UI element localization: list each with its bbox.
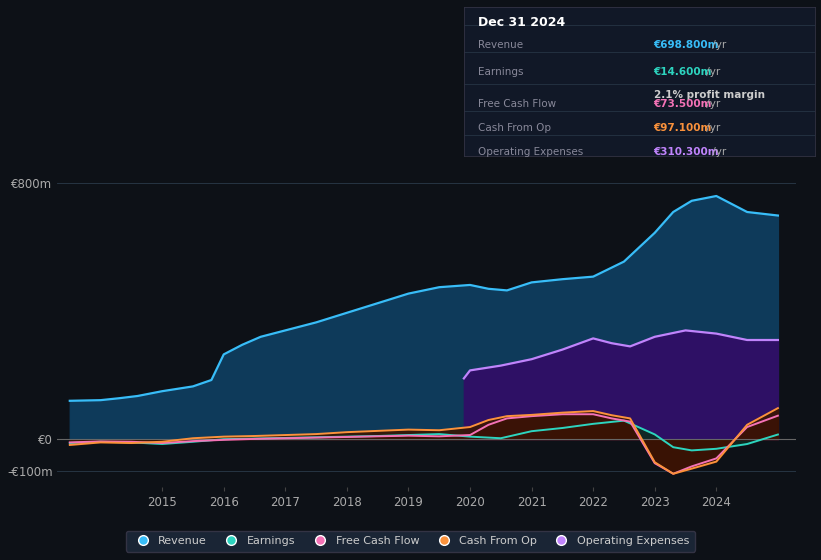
Text: Earnings: Earnings: [478, 67, 524, 77]
Text: /yr: /yr: [703, 123, 720, 133]
Text: /yr: /yr: [709, 147, 727, 157]
Text: Cash From Op: Cash From Op: [478, 123, 551, 133]
Text: /yr: /yr: [709, 40, 727, 50]
Text: €73.500m: €73.500m: [654, 99, 712, 109]
Text: Revenue: Revenue: [478, 40, 523, 50]
Text: €14.600m: €14.600m: [654, 67, 712, 77]
Text: €698.800m: €698.800m: [654, 40, 719, 50]
Legend: Revenue, Earnings, Free Cash Flow, Cash From Op, Operating Expenses: Revenue, Earnings, Free Cash Flow, Cash …: [126, 530, 695, 552]
Text: Operating Expenses: Operating Expenses: [478, 147, 583, 157]
Text: /yr: /yr: [703, 99, 720, 109]
Text: €310.300m: €310.300m: [654, 147, 719, 157]
Text: €97.100m: €97.100m: [654, 123, 712, 133]
Text: Free Cash Flow: Free Cash Flow: [478, 99, 556, 109]
Text: Dec 31 2024: Dec 31 2024: [478, 16, 565, 29]
Text: /yr: /yr: [703, 67, 720, 77]
Text: 2.1% profit margin: 2.1% profit margin: [654, 90, 764, 100]
